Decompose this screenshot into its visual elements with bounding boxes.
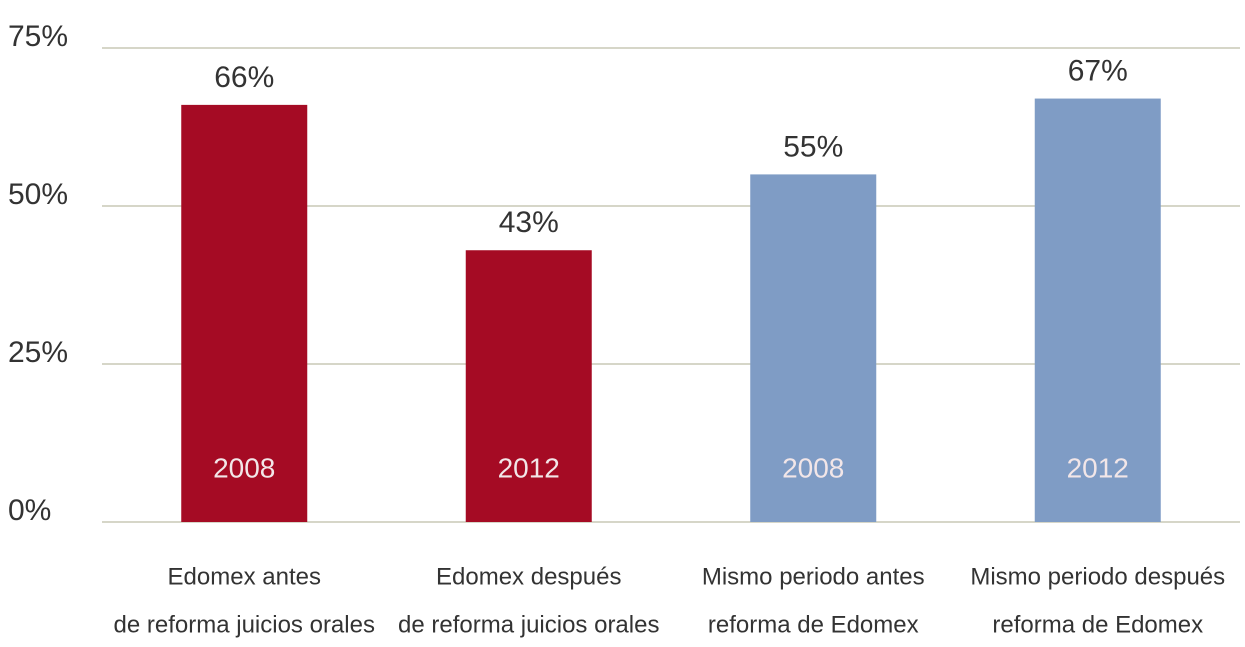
x-tick-label: de reforma juicios orales [398,611,659,638]
x-tick-label: Edomex después [436,563,621,590]
y-tick-label: 50% [8,178,68,211]
bar [1034,98,1161,522]
y-tick-label: 25% [8,336,68,369]
y-tick-label: 75% [8,20,68,53]
value-label: 55% [783,130,843,163]
bar [750,174,877,522]
x-tick-label: de reforma juicios orales [114,611,375,638]
x-tick-label: Edomex antes [168,563,321,590]
bar-label: 2008 [782,452,844,483]
x-tick-label: Mismo periodo después [970,563,1225,590]
bar-label: 2012 [1067,452,1129,483]
value-label: 66% [214,61,274,94]
value-label: 43% [499,206,559,239]
x-tick-label: Mismo periodo antes [702,563,925,590]
bar [181,104,308,522]
y-tick-label: 0% [8,494,51,527]
bar-label: 2012 [498,452,560,483]
bar-label: 2008 [213,452,275,483]
x-tick-label: reforma de Edomex [708,611,919,638]
value-label: 67% [1068,54,1128,87]
bar [465,250,592,523]
x-tick-label: reforma de Edomex [992,611,1203,638]
